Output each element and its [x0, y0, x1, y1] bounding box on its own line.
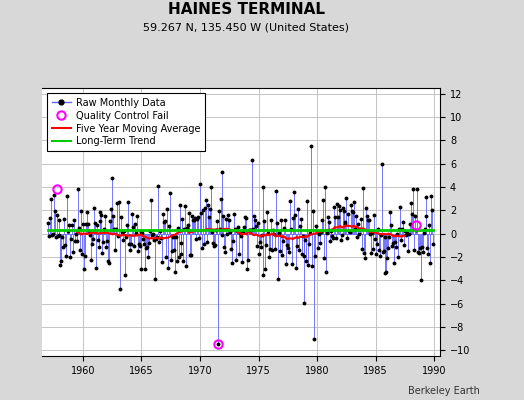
Text: Berkeley Earth: Berkeley Earth	[408, 386, 479, 396]
Text: 59.267 N, 135.450 W (United States): 59.267 N, 135.450 W (United States)	[143, 22, 350, 32]
Text: HAINES TERMINAL: HAINES TERMINAL	[168, 2, 325, 17]
Y-axis label: Temperature Anomaly (°C): Temperature Anomaly (°C)	[523, 148, 524, 296]
Legend: Raw Monthly Data, Quality Control Fail, Five Year Moving Average, Long-Term Tren: Raw Monthly Data, Quality Control Fail, …	[47, 93, 205, 151]
